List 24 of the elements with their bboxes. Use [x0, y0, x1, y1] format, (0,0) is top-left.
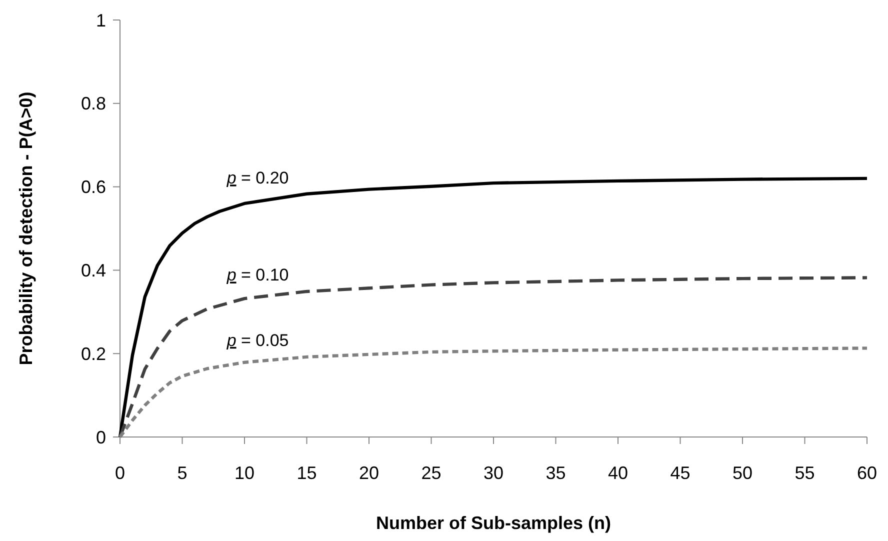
series-label: p = 0.10: [226, 266, 289, 285]
y-tick-label: 0.4: [80, 260, 106, 280]
x-tick-label: 60: [856, 463, 878, 483]
x-tick-label: 35: [546, 463, 566, 483]
x-tick-label: 25: [421, 463, 442, 483]
x-tick-label: 15: [296, 463, 317, 483]
y-axis-title: Probability of detection - P(A>0): [16, 92, 36, 366]
x-tick-label: 10: [234, 463, 255, 483]
x-tick-label: 5: [177, 463, 188, 483]
x-tick-label: 45: [670, 463, 690, 483]
series-label: p = 0.20: [226, 168, 289, 188]
x-tick-label: 55: [794, 463, 815, 483]
x-tick-label: 50: [732, 463, 753, 483]
y-tick-label: 1: [96, 10, 106, 30]
x-tick-label: 30: [483, 463, 504, 483]
y-tick-label: 0.2: [80, 344, 106, 364]
series-label: p = 0.05: [226, 330, 289, 350]
y-tick-label: 0.8: [80, 94, 106, 114]
x-axis-title: Number of Sub-samples (n): [376, 513, 612, 533]
x-tick-label: 0: [114, 463, 126, 483]
x-tick-label: 40: [608, 463, 628, 483]
y-tick-label: 0: [96, 427, 106, 448]
y-tick-label: 0.6: [80, 177, 106, 198]
x-tick-label: 20: [358, 463, 380, 483]
